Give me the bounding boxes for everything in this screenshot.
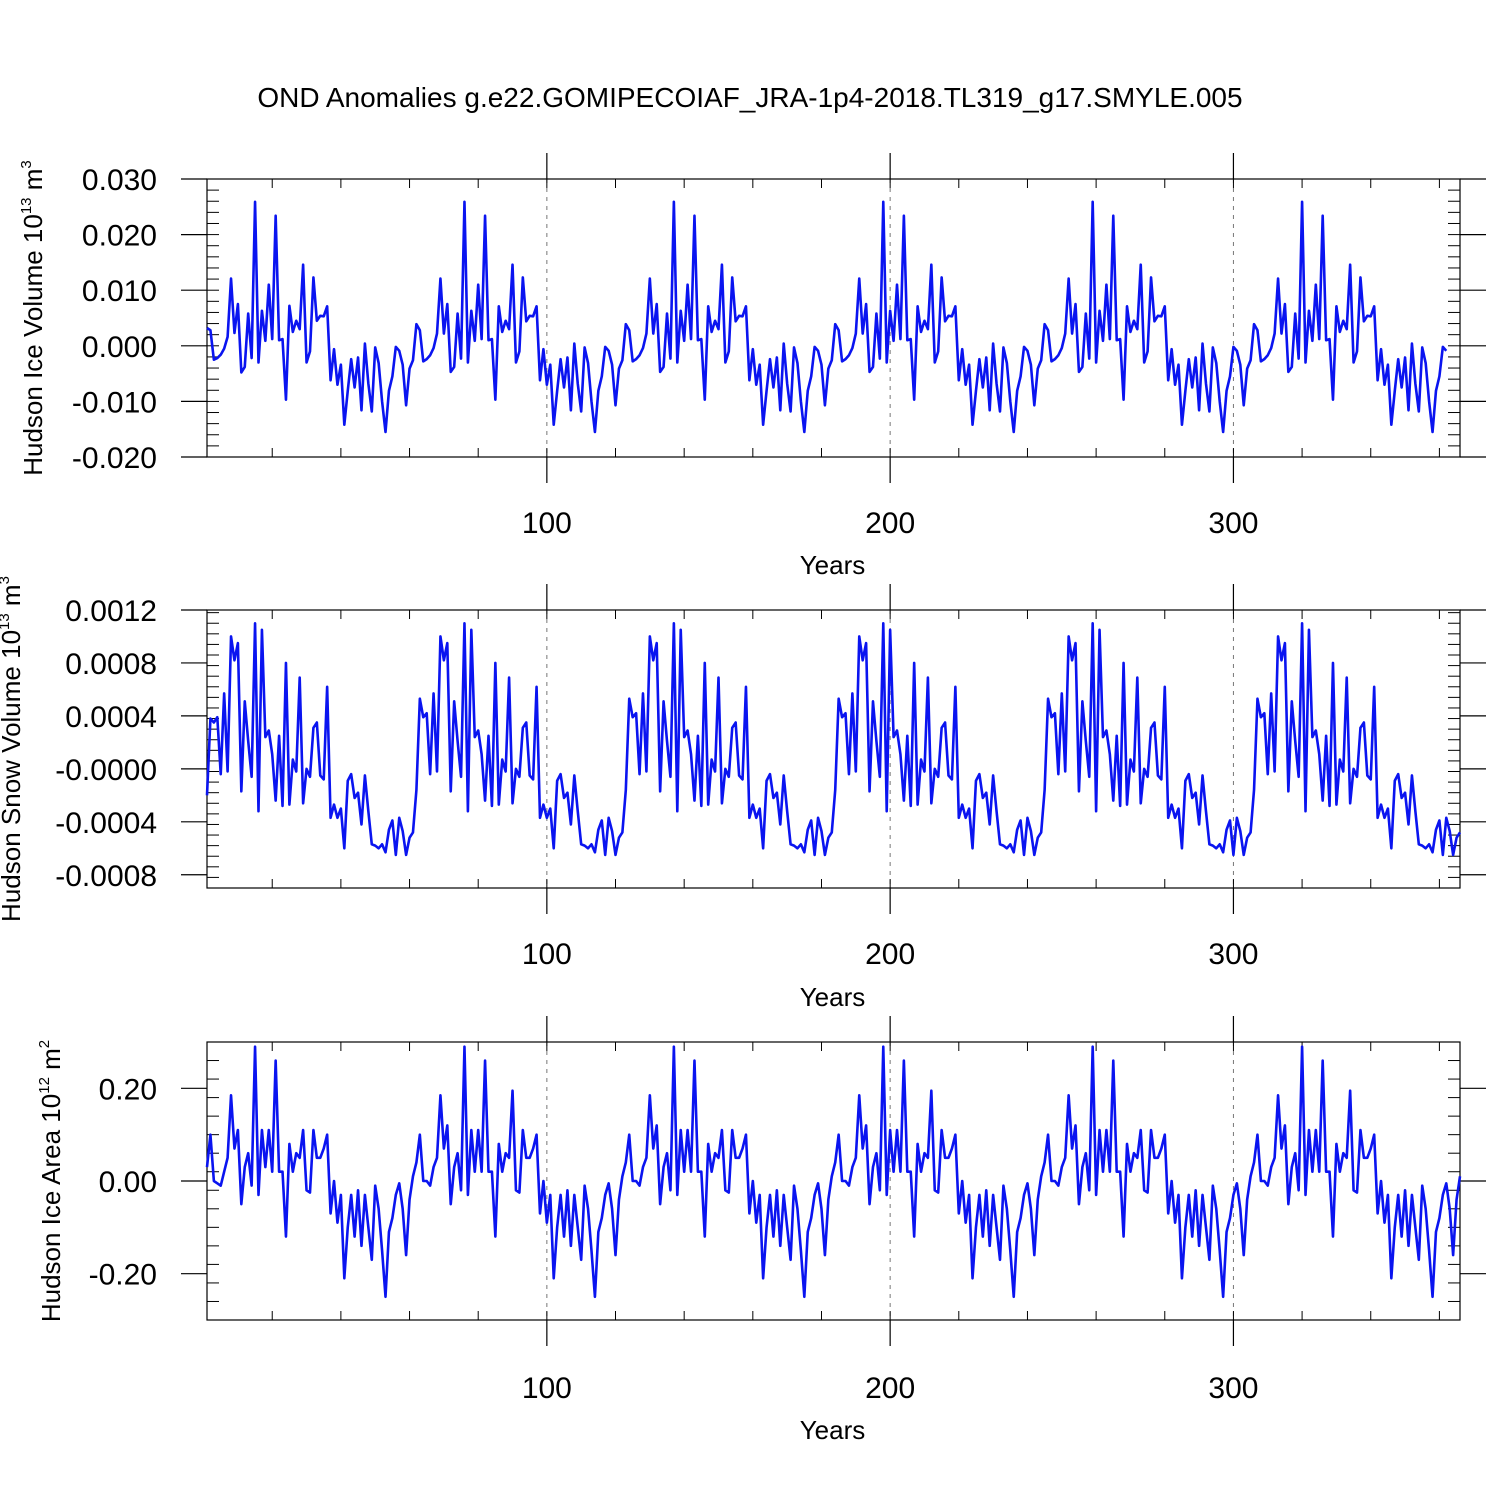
panel-3: 100 200 300 Years -0.20 0.00 0.20 Hudson Ice Ar… xyxy=(36,1016,1486,1445)
x-tick-label: 200 xyxy=(865,1372,915,1405)
y-tick-label: 0.0012 xyxy=(65,595,157,628)
x-tick-label: 100 xyxy=(522,938,572,971)
x-tick-label: 300 xyxy=(1208,938,1258,971)
y-axis-label: Hudson Ice Area 1012 m2 xyxy=(36,1040,66,1322)
x-tick-label: 100 xyxy=(522,507,572,540)
series-line-1 xyxy=(205,1045,1462,1299)
x-tick-label: 100 xyxy=(522,1372,572,1405)
y-tick-label: -0.0000 xyxy=(55,754,157,787)
y-tick-label: 0.010 xyxy=(82,275,157,308)
y-tick-label: -0.0004 xyxy=(55,807,157,840)
y-tick-label: -0.020 xyxy=(72,442,157,475)
y-tick-label: -0.20 xyxy=(89,1259,157,1292)
y-axis-label: Hudson Ice Volume 1013 m3 xyxy=(18,160,48,476)
y-tick-label: 0.030 xyxy=(82,164,157,197)
panels: 100 200 300 Years -0.020 -0.010 0.000 0.010 0.02… xyxy=(0,153,1486,1445)
x-tick-label: 200 xyxy=(865,507,915,540)
y-tick-label: 0.20 xyxy=(99,1073,157,1106)
x-axis-label: Years xyxy=(800,550,866,580)
y-axis-label: Hudson Snow Volume 1013 m3 xyxy=(0,576,26,922)
y-tick-label: 0.0008 xyxy=(65,648,157,681)
plot-frame xyxy=(206,609,1461,889)
x-axis-label: Years xyxy=(800,1415,866,1445)
y-tick-label: 0.020 xyxy=(82,220,157,253)
x-axis-label: Years xyxy=(800,982,866,1012)
panel-1: 100 200 300 Years -0.020 -0.010 0.000 0.010 0.02… xyxy=(18,153,1486,580)
x-tick-label: 200 xyxy=(865,938,915,971)
panel-2: 100 200 300 Years -0.0008 -0.0004 -0.0000 0.000… xyxy=(0,576,1486,1012)
y-tick-label: -0.0008 xyxy=(55,860,157,893)
x-tick-label: 300 xyxy=(1208,1372,1258,1405)
y-tick-label: 0.0004 xyxy=(65,701,157,734)
figure-title: OND Anomalies g.e22.GOMIPECOIAF_JRA-1p4-… xyxy=(257,82,1242,113)
x-tick-label: 300 xyxy=(1208,507,1258,540)
series-line-1 xyxy=(205,621,1462,857)
y-tick-label: 0.00 xyxy=(99,1166,157,1199)
y-tick-label: -0.010 xyxy=(72,386,157,419)
plot-frame xyxy=(206,178,1461,458)
series-line-1 xyxy=(206,200,1448,434)
y-tick-label: 0.000 xyxy=(82,331,157,364)
